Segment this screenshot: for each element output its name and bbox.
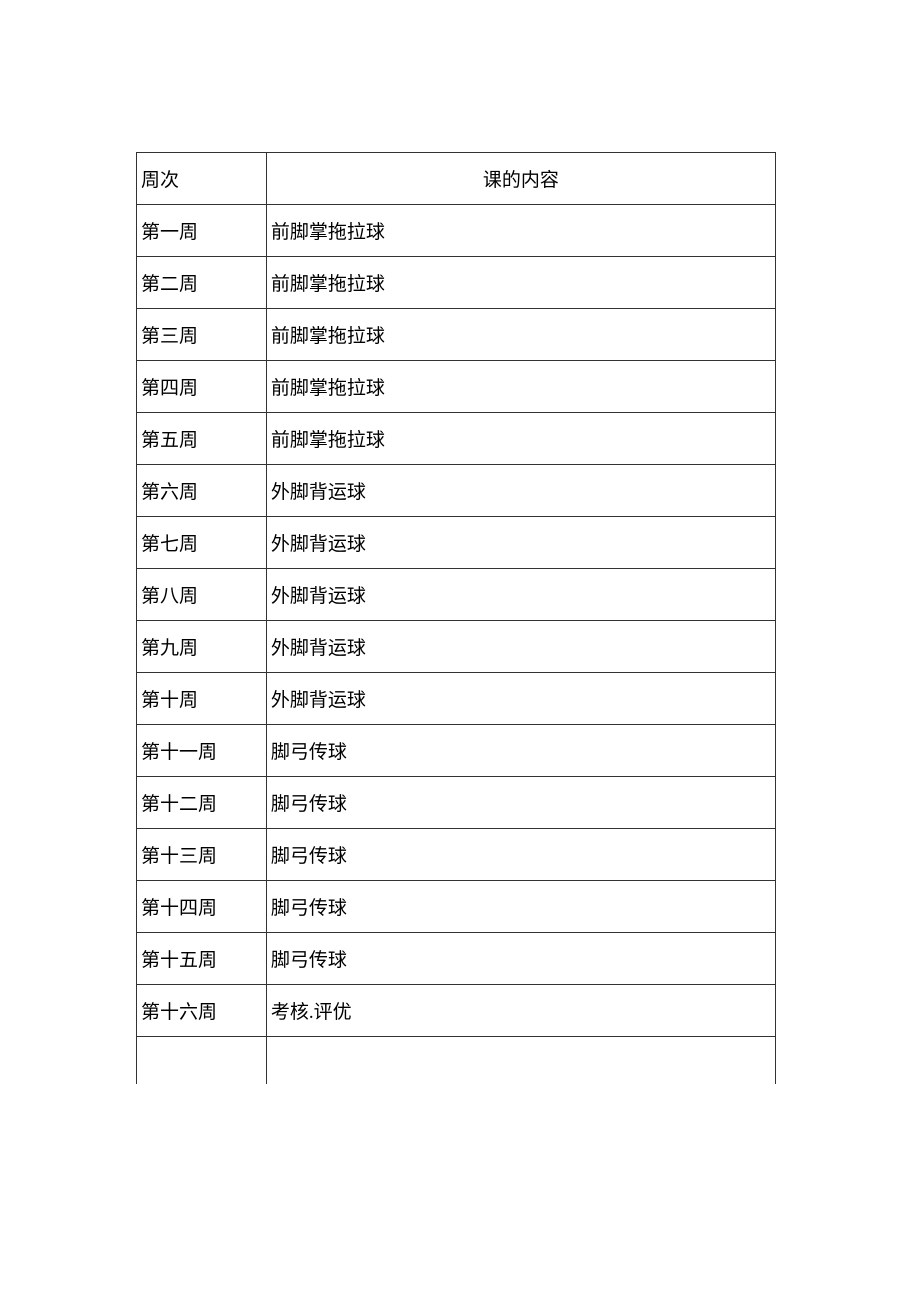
content-cell: 前脚掌拖拉球 bbox=[266, 413, 775, 465]
table-row: 第十二周 脚弓传球 bbox=[137, 777, 776, 829]
header-content: 课的内容 bbox=[266, 153, 775, 205]
table-row: 第六周 外脚背运球 bbox=[137, 465, 776, 517]
table-row: 第九周 外脚背运球 bbox=[137, 621, 776, 673]
week-cell: 第一周 bbox=[137, 205, 267, 257]
content-cell: 前脚掌拖拉球 bbox=[266, 257, 775, 309]
content-cell: 外脚背运球 bbox=[266, 465, 775, 517]
content-cell: 外脚背运球 bbox=[266, 569, 775, 621]
table-row: 第四周 前脚掌拖拉球 bbox=[137, 361, 776, 413]
week-cell: 第八周 bbox=[137, 569, 267, 621]
week-cell: 第十二周 bbox=[137, 777, 267, 829]
table-row: 第二周 前脚掌拖拉球 bbox=[137, 257, 776, 309]
schedule-table: 周次 课的内容 第一周 前脚掌拖拉球 第二周 前脚掌拖拉球 第三周 前脚掌拖拉球… bbox=[136, 152, 776, 1084]
week-cell: 第十周 bbox=[137, 673, 267, 725]
content-cell: 前脚掌拖拉球 bbox=[266, 309, 775, 361]
week-cell: 第七周 bbox=[137, 517, 267, 569]
content-cell: 外脚背运球 bbox=[266, 673, 775, 725]
table-row: 第十五周 脚弓传球 bbox=[137, 933, 776, 985]
table-row: 第十六周 考核.评优 bbox=[137, 985, 776, 1037]
week-cell: 第四周 bbox=[137, 361, 267, 413]
table-row: 第十一周 脚弓传球 bbox=[137, 725, 776, 777]
content-cell: 脚弓传球 bbox=[266, 777, 775, 829]
week-cell: 第十四周 bbox=[137, 881, 267, 933]
table-row: 第十三周 脚弓传球 bbox=[137, 829, 776, 881]
content-cell: 外脚背运球 bbox=[266, 517, 775, 569]
week-cell: 第十六周 bbox=[137, 985, 267, 1037]
week-cell: 第二周 bbox=[137, 257, 267, 309]
table-row: 第五周 前脚掌拖拉球 bbox=[137, 413, 776, 465]
content-cell: 脚弓传球 bbox=[266, 933, 775, 985]
week-cell bbox=[137, 1037, 267, 1084]
table-row: 第一周 前脚掌拖拉球 bbox=[137, 205, 776, 257]
table-row: 第八周 外脚背运球 bbox=[137, 569, 776, 621]
content-cell: 前脚掌拖拉球 bbox=[266, 361, 775, 413]
week-cell: 第五周 bbox=[137, 413, 267, 465]
table-row: 第七周 外脚背运球 bbox=[137, 517, 776, 569]
week-cell: 第十五周 bbox=[137, 933, 267, 985]
content-cell: 外脚背运球 bbox=[266, 621, 775, 673]
table-header-row: 周次 课的内容 bbox=[137, 153, 776, 205]
week-cell: 第十三周 bbox=[137, 829, 267, 881]
table-row: 第十四周 脚弓传球 bbox=[137, 881, 776, 933]
content-cell: 脚弓传球 bbox=[266, 829, 775, 881]
week-cell: 第六周 bbox=[137, 465, 267, 517]
week-cell: 第三周 bbox=[137, 309, 267, 361]
table-row bbox=[137, 1037, 776, 1084]
table-row: 第十周 外脚背运球 bbox=[137, 673, 776, 725]
content-cell: 前脚掌拖拉球 bbox=[266, 205, 775, 257]
table-row: 第三周 前脚掌拖拉球 bbox=[137, 309, 776, 361]
content-cell: 考核.评优 bbox=[266, 985, 775, 1037]
week-cell: 第十一周 bbox=[137, 725, 267, 777]
content-cell: 脚弓传球 bbox=[266, 725, 775, 777]
content-cell bbox=[266, 1037, 775, 1084]
content-cell: 脚弓传球 bbox=[266, 881, 775, 933]
header-week: 周次 bbox=[137, 153, 267, 205]
week-cell: 第九周 bbox=[137, 621, 267, 673]
